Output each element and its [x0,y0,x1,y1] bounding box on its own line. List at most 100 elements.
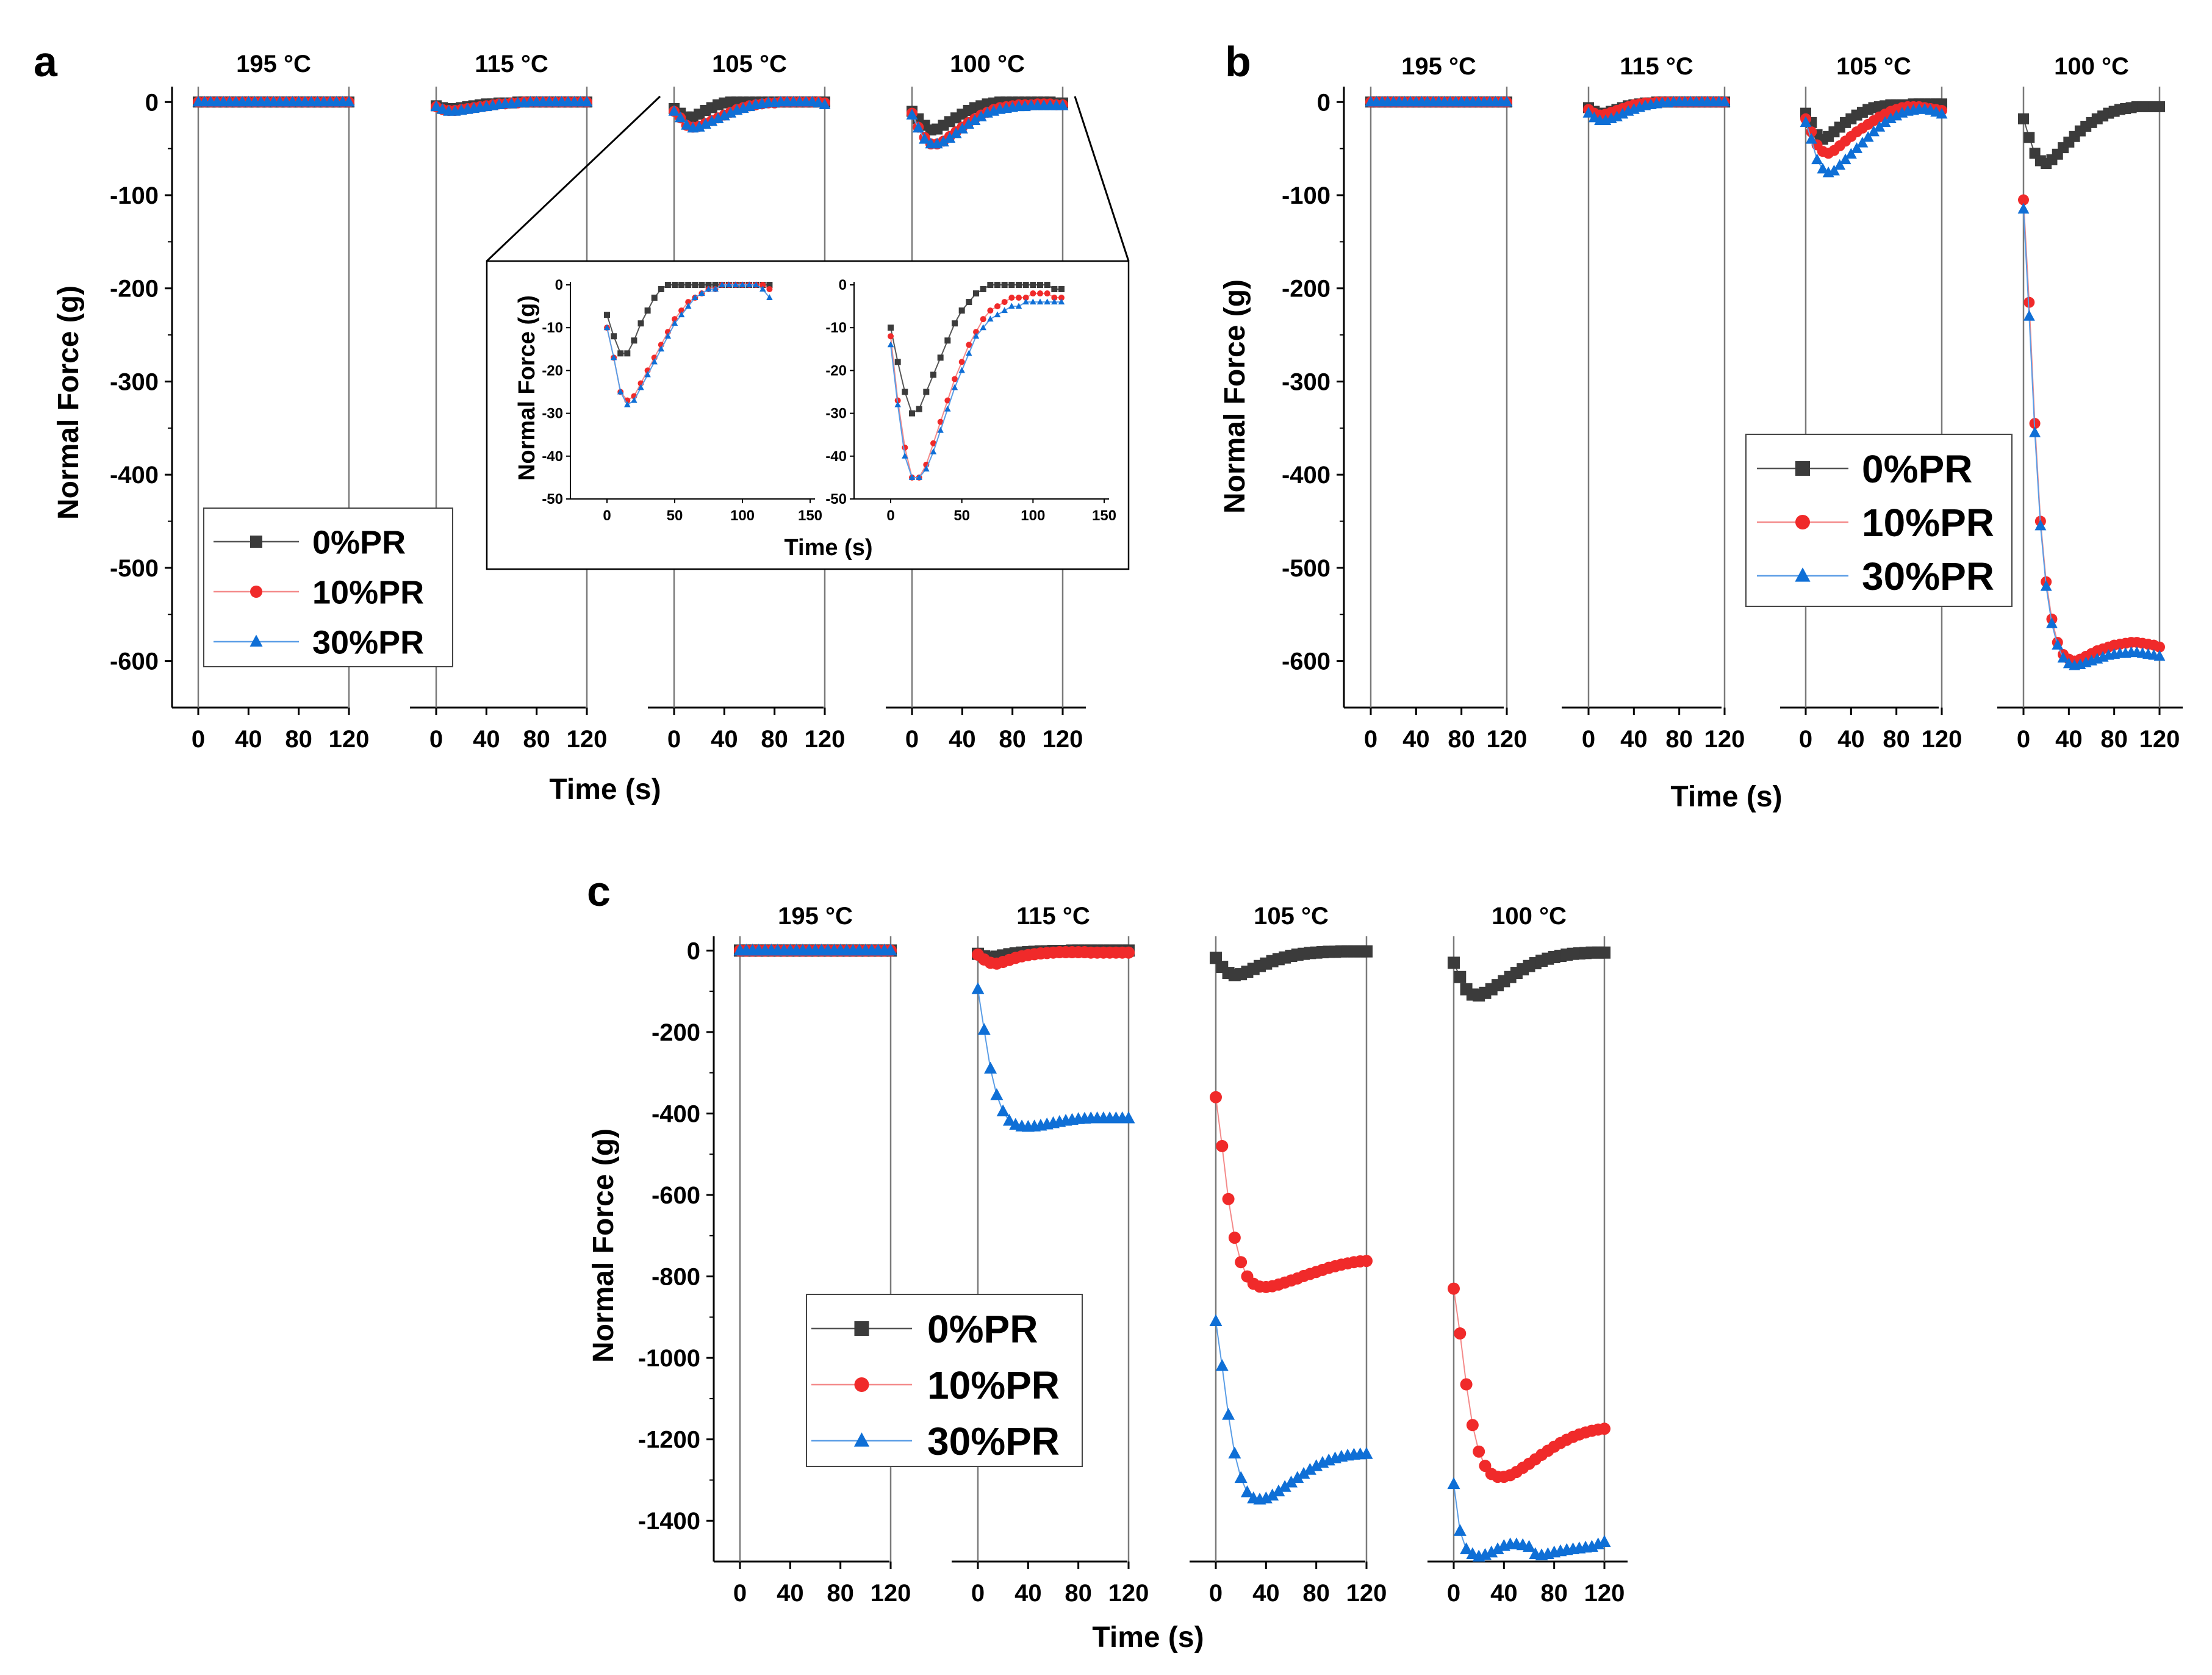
series-point-30pctpr [1240,1485,1254,1497]
inset-series-point-30pctpr [887,341,894,348]
x-tick-label: 120 [1043,726,1083,753]
inset-series-point-10pctpr [766,286,773,293]
series-point-30pctpr [813,96,825,107]
series-point-10pctpr [1460,1378,1473,1391]
series-point-30pctpr [2029,426,2041,437]
series-point-30pctpr [1491,1542,1504,1554]
inset-series-point-0pctpr [994,282,1000,288]
series-point-30pctpr [1266,1488,1279,1501]
series-point-10pctpr [1806,126,1817,138]
legend-marker-10pctpr [854,1377,869,1392]
x-tick-label: 120 [329,726,370,753]
inset-y-tick-label: -40 [825,448,847,465]
x-tick-label: 0 [667,726,681,753]
inset-series-point-0pctpr [685,282,692,288]
x-tick-label: 40 [711,726,738,753]
inset-x-tick-label: 150 [798,508,822,524]
inset-series-point-30pctpr [732,281,739,287]
inset-series-point-0pctpr [631,337,637,344]
series-point-30pctpr [938,135,949,147]
series-point-30pctpr [1485,1545,1498,1558]
inset-series-point-0pctpr [624,350,631,357]
y-axis-title: Normal Force (g) [52,285,85,520]
series-line-30pctpr [1215,1321,1367,1501]
inset-series-point-30pctpr [972,332,980,339]
x-tick-label: 120 [567,726,608,753]
x-tick-label: 40 [2055,726,2083,753]
legend-label: 10%PR [1862,501,1994,545]
x-tick-label: 0 [2017,726,2030,753]
series-point-30pctpr [1611,110,1623,121]
y-tick-label: -600 [110,648,159,675]
series-point-30pctpr [1891,109,1903,121]
inset-series-point-0pctpr [987,282,994,288]
x-tick-label: 0 [1364,726,1377,753]
x-tick-label: 0 [1582,726,1595,753]
inset-series-point-10pctpr [944,397,951,404]
series-point-0pctpr [1454,970,1467,983]
x-tick-label: 120 [1584,1580,1625,1607]
series-point-0pctpr [2023,132,2035,143]
series-point-30pctpr [1310,1459,1323,1471]
x-tick-label: 80 [761,726,788,753]
series-point-30pctpr [1582,107,1595,118]
y-tick-label: -100 [1282,182,1330,209]
inset-series-point-0pctpr [637,320,644,327]
y-tick-label: 0 [145,89,159,116]
inset-series-point-0pctpr [888,325,894,331]
x-tick-label: 0 [733,1580,747,1607]
legend-label: 30%PR [927,1419,1060,1463]
series-point-30pctpr [2023,310,2035,321]
inset-x-tick-label: 50 [953,508,970,524]
x-tick-label: 120 [1922,726,1962,753]
x-axis-title: Time (s) [549,773,661,806]
series-point-0pctpr [1448,956,1460,969]
inset-series-point-30pctpr [1036,298,1044,305]
x-tick-label: 80 [999,726,1026,753]
series-point-0pctpr [2154,101,2165,112]
inset-series-point-0pctpr [644,307,651,314]
series-point-30pctpr [984,1061,997,1074]
inset-series-point-0pctpr [678,282,685,288]
x-tick-label: 0 [971,1580,985,1607]
inset-series-point-10pctpr [1037,290,1043,297]
inset-series-point-30pctpr [624,401,631,407]
inset-series-point-0pctpr [937,354,944,361]
panel-letter: c [587,867,611,915]
y-tick-label: 0 [687,938,700,964]
inset-series-point-10pctpr [1058,295,1065,301]
temperature-label: 195 °C [778,903,853,930]
inset-series-point-0pctpr [966,299,972,306]
temperature-label: 115 °C [475,51,548,77]
series-point-30pctpr [1873,121,1886,132]
x-tick-label: 40 [949,726,976,753]
inset-series-point-30pctpr [923,465,930,472]
y-axis-title: Normal Force (g) [1219,279,1251,514]
series-point-30pctpr [950,127,962,138]
y-tick-label: 0 [1317,89,1330,116]
series-point-30pctpr [693,121,705,132]
inset-series-point-0pctpr [651,295,658,301]
inset-series-point-30pctpr [987,315,994,322]
inset-series-point-0pctpr [604,312,610,318]
inset-series-point-30pctpr [894,401,901,407]
inset-series-point-0pctpr [952,320,958,327]
inset-series-point-30pctpr [712,285,719,292]
x-tick-label: 120 [1487,726,1528,753]
x-tick-label: 80 [1065,1580,1092,1607]
legend-marker-30pctpr [853,1432,870,1447]
inset-series-point-30pctpr [1044,298,1050,305]
series-point-30pctpr [1718,95,1731,107]
inset-x-tick-label: 0 [603,508,611,524]
inset-series-point-30pctpr [966,350,972,356]
inset-series-point-10pctpr [994,303,1000,310]
inset-series-point-0pctpr [973,290,979,297]
x-tick-label: 120 [1346,1580,1387,1607]
inset-series-point-30pctpr [745,281,753,287]
inset-series-point-10pctpr [1016,295,1022,301]
series-point-30pctpr [674,111,686,123]
series-point-30pctpr [1817,162,1829,174]
x-tick-label: 120 [871,1580,911,1607]
y-tick-label: -600 [652,1182,700,1209]
x-tick-label: 40 [1837,726,1865,753]
